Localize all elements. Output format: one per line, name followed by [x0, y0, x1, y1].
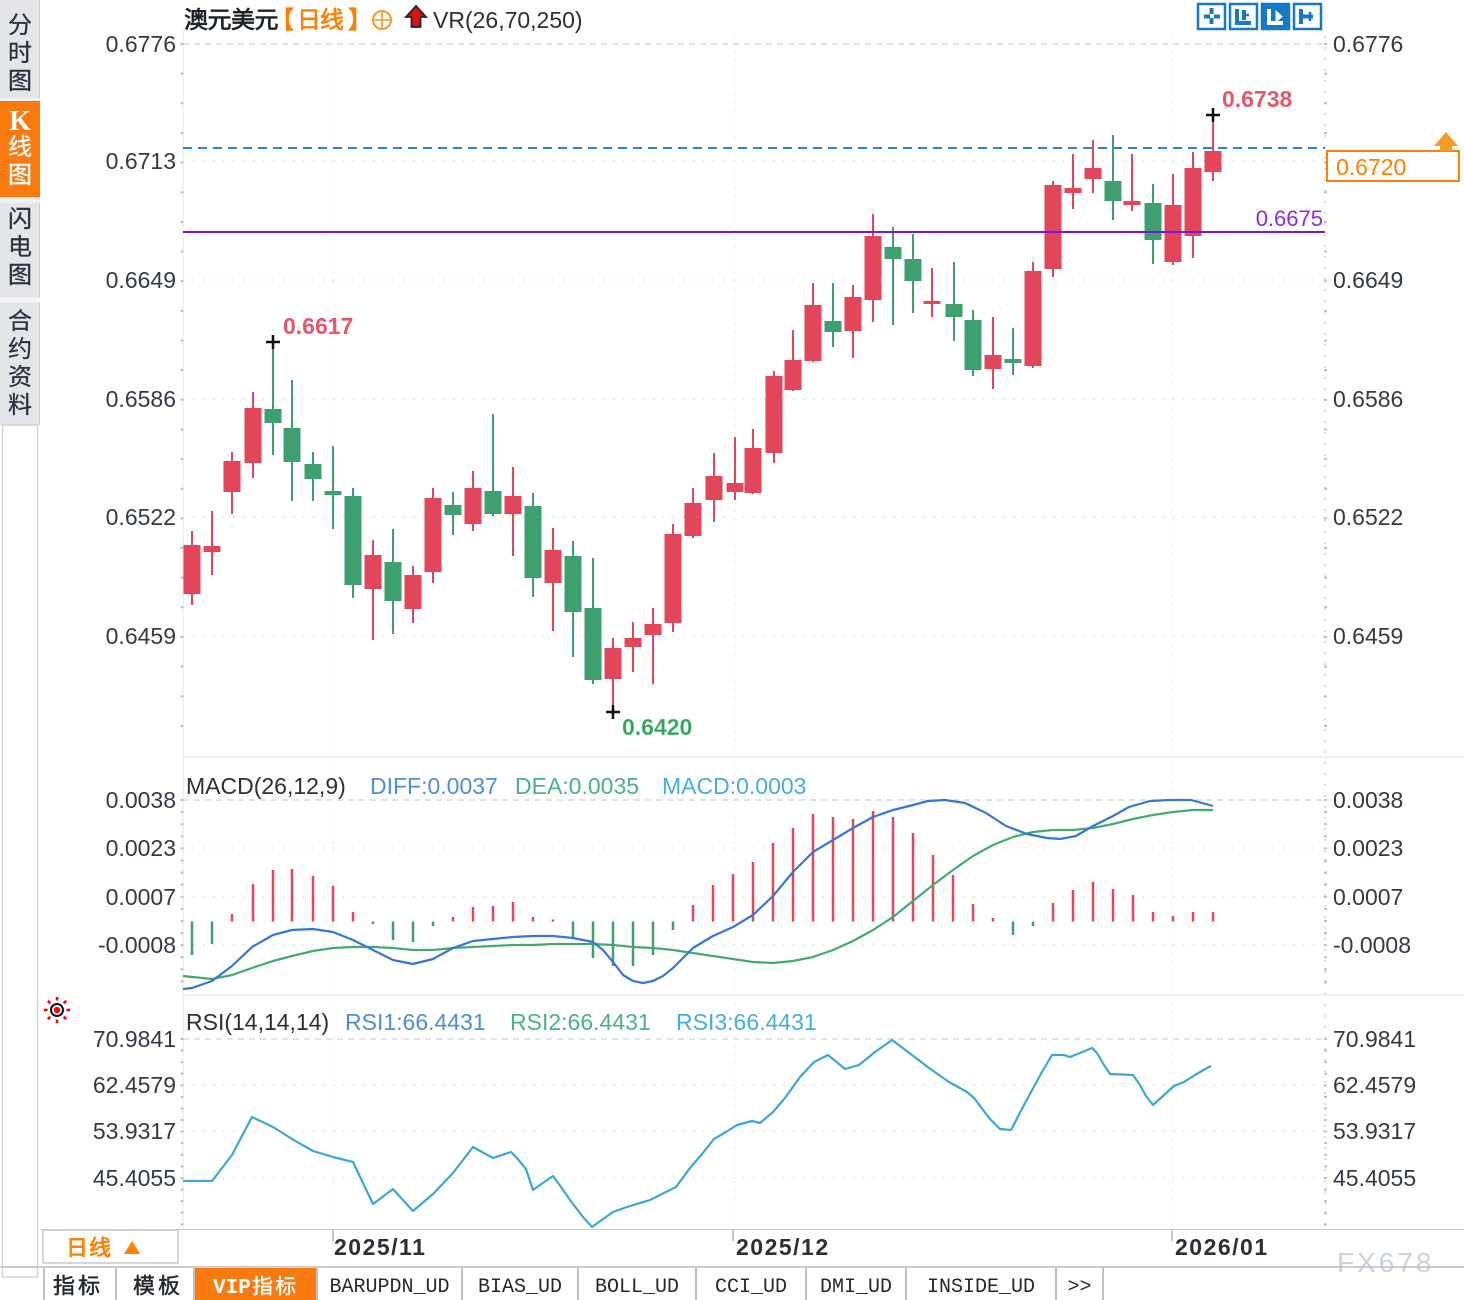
- svg-text:0.6617: 0.6617: [283, 313, 353, 339]
- svg-text:2026/01: 2026/01: [1175, 1234, 1269, 1260]
- svg-text:0.6522: 0.6522: [106, 504, 176, 530]
- svg-text:INSIDE_UD: INSIDE_UD: [927, 1276, 1035, 1299]
- svg-text:BARUPDN_UD: BARUPDN_UD: [329, 1276, 449, 1299]
- svg-text:45.4055: 45.4055: [1333, 1165, 1416, 1191]
- svg-text:62.4579: 62.4579: [93, 1072, 176, 1098]
- svg-text:0.6649: 0.6649: [1333, 267, 1403, 293]
- svg-text:2025/12: 2025/12: [736, 1234, 830, 1260]
- svg-text:62.4579: 62.4579: [1333, 1072, 1416, 1098]
- svg-text:0.6720: 0.6720: [1336, 154, 1406, 180]
- svg-text:45.4055: 45.4055: [93, 1165, 176, 1191]
- svg-text:0.6420: 0.6420: [622, 714, 692, 740]
- svg-text:VIP: VIP: [213, 1277, 251, 1300]
- svg-text:MACD(26,12,9): MACD(26,12,9): [186, 773, 346, 799]
- svg-text:0.6522: 0.6522: [1333, 504, 1403, 530]
- svg-text:>>: >>: [1067, 1276, 1091, 1299]
- svg-text:0.0023: 0.0023: [106, 835, 176, 861]
- svg-text:RSI1:66.4431: RSI1:66.4431: [345, 1009, 486, 1035]
- svg-text:-0.0008: -0.0008: [98, 932, 176, 958]
- svg-text:K: K: [9, 106, 31, 137]
- svg-text:DIFF:0.0037: DIFF:0.0037: [370, 773, 498, 799]
- svg-text:0.6586: 0.6586: [1333, 386, 1403, 412]
- svg-text:DEA:0.0035: DEA:0.0035: [515, 773, 639, 799]
- svg-text:0.6649: 0.6649: [106, 267, 176, 293]
- svg-text:0.0038: 0.0038: [1333, 787, 1403, 813]
- svg-text:0.0038: 0.0038: [106, 787, 176, 813]
- svg-text:0.6675: 0.6675: [1256, 206, 1323, 231]
- svg-text:RSI3:66.4431: RSI3:66.4431: [676, 1009, 817, 1035]
- svg-text:FX678: FX678: [1337, 1247, 1435, 1278]
- svg-text:0.6776: 0.6776: [106, 31, 176, 57]
- svg-text:0.6459: 0.6459: [106, 623, 176, 649]
- svg-text:53.9317: 53.9317: [1333, 1118, 1416, 1144]
- svg-text:0.0007: 0.0007: [106, 884, 176, 910]
- svg-text:70.9841: 70.9841: [93, 1026, 176, 1052]
- svg-text:0.6776: 0.6776: [1333, 31, 1403, 57]
- svg-text:BOLL_UD: BOLL_UD: [595, 1276, 679, 1299]
- svg-text:2025/11: 2025/11: [334, 1234, 426, 1260]
- svg-text:RSI(14,14,14): RSI(14,14,14): [186, 1009, 329, 1035]
- svg-text:BIAS_UD: BIAS_UD: [478, 1276, 562, 1299]
- svg-text:RSI2:66.4431: RSI2:66.4431: [510, 1009, 651, 1035]
- svg-text:VR(26,70,250): VR(26,70,250): [433, 7, 583, 33]
- svg-text:MACD:0.0003: MACD:0.0003: [662, 773, 806, 799]
- svg-text:70.9841: 70.9841: [1333, 1026, 1416, 1052]
- svg-text:DMI_UD: DMI_UD: [820, 1276, 892, 1299]
- svg-text:0.6586: 0.6586: [106, 386, 176, 412]
- svg-text:0.6713: 0.6713: [106, 148, 176, 174]
- svg-text:0.6459: 0.6459: [1333, 623, 1403, 649]
- svg-text:-0.0008: -0.0008: [1333, 932, 1411, 958]
- svg-text:0.0023: 0.0023: [1333, 835, 1403, 861]
- svg-text:CCI_UD: CCI_UD: [715, 1276, 787, 1299]
- svg-text:53.9317: 53.9317: [93, 1118, 176, 1144]
- svg-text:0.6738: 0.6738: [1222, 86, 1293, 112]
- svg-text:0.0007: 0.0007: [1333, 884, 1403, 910]
